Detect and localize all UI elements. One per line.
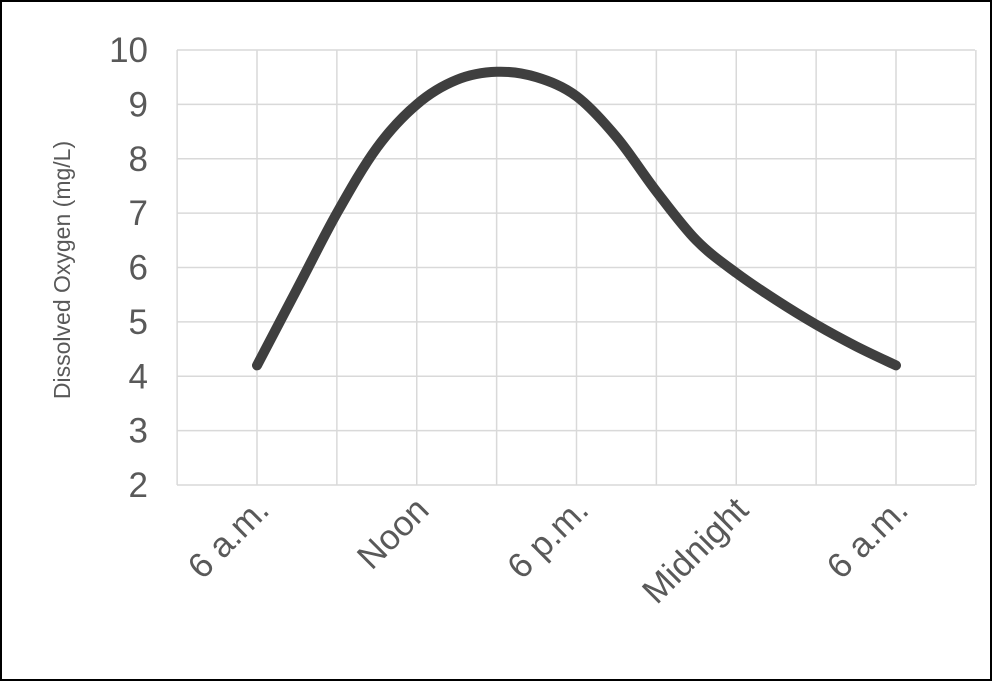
y-tick-label: 2 [129,466,148,505]
y-tick-label: 8 [129,140,148,179]
y-axis-title: Dissolved Oxygen (mg/L) [49,141,75,399]
y-axis-ticks: 2 3 4 5 6 7 8 9 10 [109,31,148,505]
y-tick-label: 3 [129,412,148,451]
series-line-0 [252,66,901,371]
y-tick-label: 9 [129,85,148,124]
y-tick-label: 6 [129,249,148,288]
y-tick-label: 7 [129,194,148,233]
y-tick-label: 10 [109,31,148,70]
grid-lines [176,49,977,486]
y-tick-label: 4 [129,357,148,396]
series-layer [252,66,901,371]
y-tick-label: 5 [129,303,148,342]
